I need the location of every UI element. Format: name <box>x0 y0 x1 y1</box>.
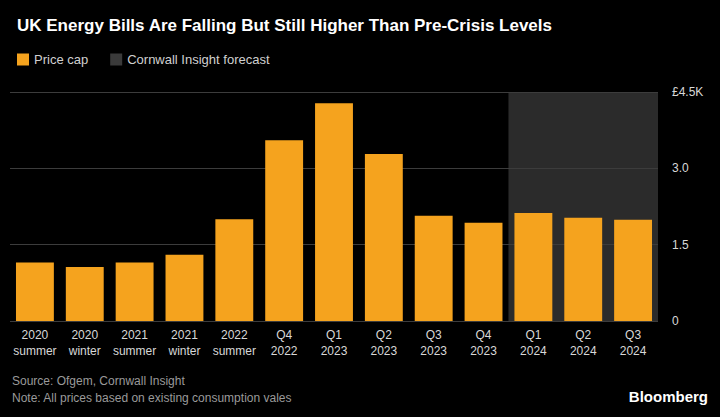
svg-text:Source: Ofgem, Cornwall Insigh: Source: Ofgem, Cornwall Insight <box>12 374 185 388</box>
svg-text:winter: winter <box>68 344 101 358</box>
svg-text:2020: 2020 <box>71 328 98 342</box>
svg-text:summer: summer <box>213 344 256 358</box>
svg-text:Bloomberg: Bloomberg <box>629 388 708 405</box>
svg-text:Note: All prices based on exis: Note: All prices based on existing consu… <box>12 391 292 405</box>
svg-text:Q2: Q2 <box>575 328 591 342</box>
svg-text:3.0: 3.0 <box>672 161 689 175</box>
svg-text:2022: 2022 <box>271 344 298 358</box>
svg-text:1.5: 1.5 <box>672 238 689 252</box>
svg-text:winter: winter <box>167 344 200 358</box>
svg-text:UK Energy Bills Are Falling Bu: UK Energy Bills Are Falling But Still Hi… <box>17 16 552 35</box>
svg-text:summer: summer <box>13 344 56 358</box>
svg-text:Q4: Q4 <box>476 328 492 342</box>
svg-text:summer: summer <box>113 344 156 358</box>
svg-text:Q4: Q4 <box>276 328 292 342</box>
svg-text:2021: 2021 <box>121 328 148 342</box>
svg-text:£4.5K: £4.5K <box>672 85 703 99</box>
svg-text:2023: 2023 <box>321 344 348 358</box>
svg-text:2022: 2022 <box>221 328 248 342</box>
svg-text:2020: 2020 <box>22 328 49 342</box>
svg-text:2024: 2024 <box>570 344 597 358</box>
svg-text:Q2: Q2 <box>376 328 392 342</box>
svg-text:2023: 2023 <box>420 344 447 358</box>
svg-text:2023: 2023 <box>370 344 397 358</box>
svg-text:2024: 2024 <box>520 344 547 358</box>
svg-text:2024: 2024 <box>620 344 647 358</box>
svg-text:2021: 2021 <box>171 328 198 342</box>
svg-text:Price cap: Price cap <box>34 52 88 67</box>
svg-text:Q3: Q3 <box>625 328 641 342</box>
svg-text:Q1: Q1 <box>326 328 342 342</box>
svg-text:Cornwall Insight forecast: Cornwall Insight forecast <box>127 52 270 67</box>
svg-text:0: 0 <box>672 314 679 328</box>
svg-text:Q3: Q3 <box>426 328 442 342</box>
svg-text:2023: 2023 <box>470 344 497 358</box>
svg-text:Q1: Q1 <box>525 328 541 342</box>
